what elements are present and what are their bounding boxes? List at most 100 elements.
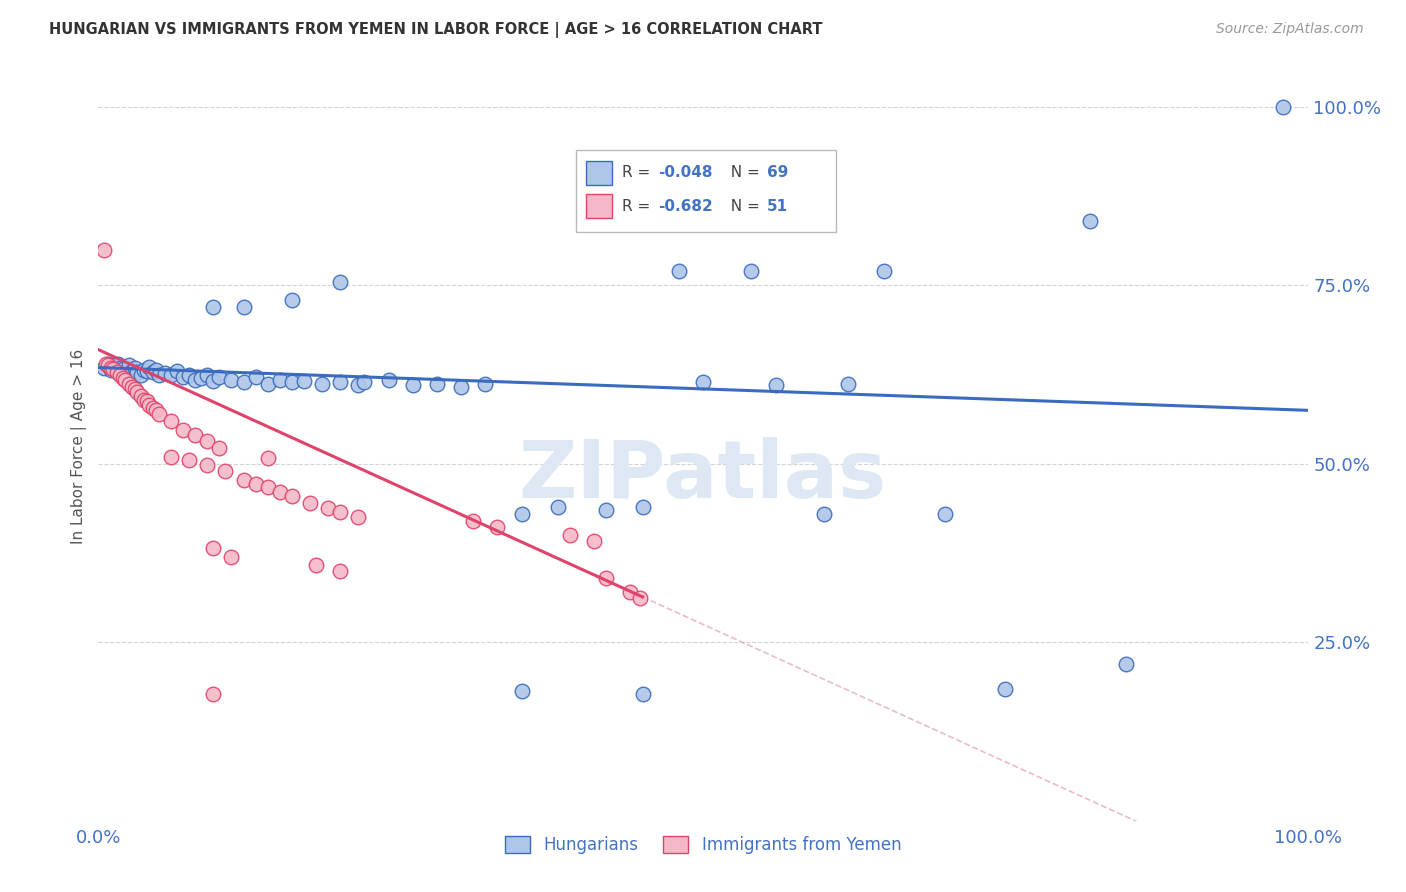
Point bbox=[121, 364, 143, 378]
Point bbox=[668, 264, 690, 278]
Point bbox=[160, 450, 183, 464]
Point bbox=[195, 458, 218, 473]
Point bbox=[94, 357, 117, 371]
Point bbox=[1115, 657, 1137, 671]
Point bbox=[631, 687, 654, 701]
Point bbox=[184, 373, 207, 387]
Point bbox=[329, 505, 352, 519]
Point bbox=[486, 519, 509, 533]
Text: R =: R = bbox=[621, 199, 655, 214]
Point bbox=[195, 368, 218, 383]
Point bbox=[135, 364, 157, 378]
Point bbox=[100, 360, 122, 375]
Point bbox=[124, 382, 146, 396]
Point bbox=[172, 369, 194, 384]
Point bbox=[463, 514, 485, 528]
Point bbox=[114, 373, 136, 387]
Point bbox=[1272, 100, 1295, 114]
Bar bbox=[586, 194, 613, 219]
Text: -0.048: -0.048 bbox=[658, 165, 713, 180]
Point bbox=[595, 571, 617, 585]
Point bbox=[134, 362, 156, 376]
Point bbox=[145, 403, 167, 417]
Point bbox=[142, 366, 165, 380]
Point bbox=[221, 549, 243, 564]
Point bbox=[245, 369, 267, 384]
Text: ZIPatlas: ZIPatlas bbox=[519, 437, 887, 515]
Point bbox=[108, 360, 131, 375]
Point bbox=[202, 687, 225, 701]
Point bbox=[195, 434, 218, 448]
Point bbox=[281, 489, 304, 503]
Point bbox=[208, 441, 231, 455]
Point bbox=[142, 401, 165, 416]
Point bbox=[129, 389, 152, 403]
Point bbox=[179, 368, 201, 382]
Point bbox=[221, 373, 243, 387]
Point bbox=[631, 500, 654, 514]
Point bbox=[127, 366, 149, 380]
Point bbox=[450, 380, 472, 394]
Point bbox=[100, 362, 122, 376]
Point bbox=[994, 681, 1017, 696]
Point bbox=[232, 375, 254, 389]
Point bbox=[311, 376, 333, 391]
Point bbox=[214, 464, 236, 478]
Point bbox=[474, 376, 496, 391]
Point bbox=[269, 485, 291, 500]
Point bbox=[740, 264, 762, 278]
Point bbox=[510, 683, 533, 698]
Y-axis label: In Labor Force | Age > 16: In Labor Force | Age > 16 bbox=[72, 349, 87, 543]
Point bbox=[118, 376, 141, 391]
Point bbox=[813, 507, 835, 521]
Point bbox=[1078, 214, 1101, 228]
Point bbox=[127, 385, 149, 400]
Point bbox=[101, 362, 124, 376]
Point bbox=[111, 371, 134, 385]
Text: 51: 51 bbox=[768, 199, 789, 214]
Point bbox=[202, 541, 225, 555]
Point bbox=[138, 359, 160, 374]
Point bbox=[583, 533, 606, 548]
Point bbox=[93, 360, 115, 375]
Point bbox=[172, 423, 194, 437]
Text: -0.682: -0.682 bbox=[658, 199, 713, 214]
Point bbox=[124, 360, 146, 375]
Point bbox=[299, 496, 322, 510]
Point bbox=[281, 376, 304, 390]
Point bbox=[184, 428, 207, 442]
Point bbox=[232, 300, 254, 314]
Point bbox=[873, 264, 896, 278]
Point bbox=[256, 451, 278, 466]
Point bbox=[547, 500, 569, 514]
Point bbox=[329, 275, 352, 289]
Point bbox=[100, 359, 122, 373]
Point bbox=[256, 480, 278, 494]
Point bbox=[305, 558, 328, 573]
Point bbox=[135, 394, 157, 409]
Point bbox=[166, 364, 188, 378]
Point bbox=[118, 359, 141, 373]
Point bbox=[160, 368, 183, 383]
Point bbox=[108, 368, 131, 382]
FancyBboxPatch shape bbox=[576, 150, 837, 233]
Point bbox=[402, 378, 425, 392]
Point bbox=[316, 501, 339, 516]
Point bbox=[837, 376, 859, 391]
Point bbox=[202, 374, 225, 388]
Point bbox=[190, 371, 212, 385]
Point bbox=[202, 300, 225, 314]
Point bbox=[765, 378, 787, 392]
Point bbox=[934, 507, 956, 521]
Point bbox=[269, 373, 291, 387]
Point bbox=[129, 368, 152, 382]
Point bbox=[281, 293, 304, 307]
Point bbox=[97, 357, 120, 371]
Point bbox=[426, 376, 449, 391]
Text: Source: ZipAtlas.com: Source: ZipAtlas.com bbox=[1216, 22, 1364, 37]
Text: HUNGARIAN VS IMMIGRANTS FROM YEMEN IN LABOR FORCE | AGE > 16 CORRELATION CHART: HUNGARIAN VS IMMIGRANTS FROM YEMEN IN LA… bbox=[49, 22, 823, 38]
Point bbox=[145, 362, 167, 376]
Point bbox=[105, 366, 128, 380]
Point bbox=[347, 510, 370, 524]
Point bbox=[256, 376, 278, 391]
